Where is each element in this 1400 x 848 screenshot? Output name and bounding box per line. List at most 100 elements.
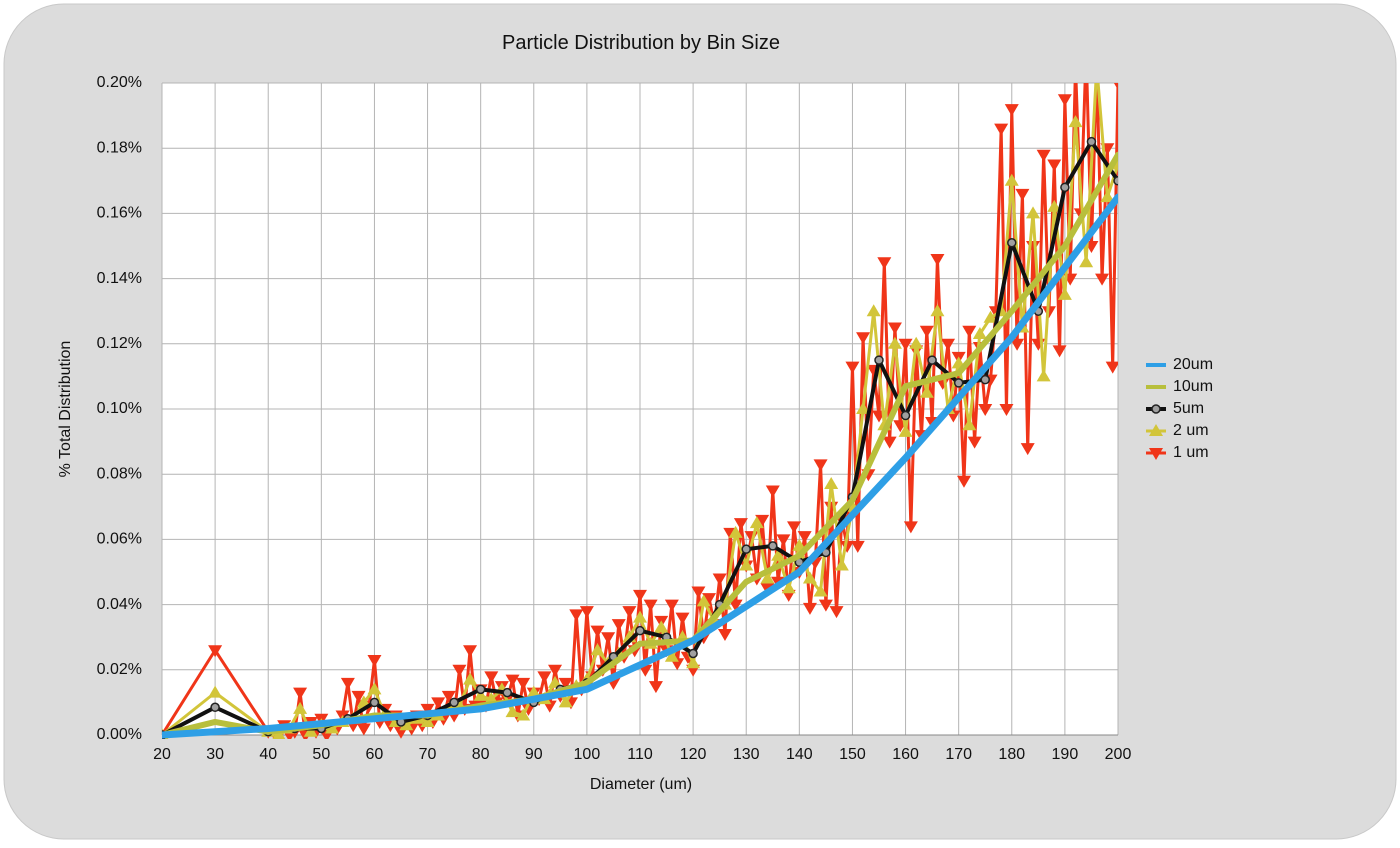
data-point: [516, 708, 531, 721]
data-point: [797, 531, 812, 544]
data-point: [502, 687, 512, 698]
data-point: [420, 703, 435, 716]
x-tick-label: 200: [1105, 746, 1132, 763]
data-point: [548, 664, 563, 677]
data-point: [452, 664, 467, 677]
x-tick-label: 120: [680, 746, 707, 763]
data-point: [558, 695, 573, 708]
data-point: [768, 541, 778, 551]
data-point: [930, 304, 945, 317]
data-point: [1020, 443, 1035, 456]
legend-label: 20um: [1173, 356, 1213, 373]
data-point: [484, 671, 499, 684]
data-point: [399, 718, 414, 731]
data-point: [1004, 104, 1019, 117]
data-point: [856, 332, 871, 345]
y-tick-label: 0.16%: [97, 205, 142, 222]
data-point: [978, 404, 993, 416]
x-tick-label: 90: [525, 746, 543, 763]
data-point: [903, 521, 918, 534]
x-tick-label: 160: [892, 746, 919, 763]
data-point: [664, 649, 679, 662]
legend-label: 10um: [1173, 378, 1213, 395]
data-point: [293, 687, 308, 700]
chart-title: Particle Distribution by Bin Size: [502, 32, 780, 54]
x-tick-label: 180: [998, 746, 1025, 763]
data-point: [688, 648, 698, 659]
data-point: [210, 702, 220, 713]
legend-item: 1 um: [1146, 444, 1209, 461]
data-point: [874, 355, 884, 365]
data-point: [776, 534, 791, 547]
data-point: [856, 402, 871, 414]
series: [162, 193, 1118, 739]
data-point: [953, 378, 964, 388]
data-point: [475, 684, 486, 695]
legend-item: 2 um: [1146, 422, 1209, 439]
y-tick-label: 0.18%: [97, 139, 142, 156]
data-point: [505, 705, 520, 718]
y-tick-label: 0.00%: [97, 726, 142, 743]
x-tick-label: 130: [733, 746, 760, 763]
data-point: [1047, 159, 1062, 172]
data-point: [356, 695, 371, 708]
data-point: [866, 304, 881, 317]
y-tick-label: 0.04%: [97, 596, 142, 613]
data-point: [622, 606, 637, 619]
data-point: [1086, 136, 1097, 147]
data-point: [941, 338, 956, 351]
data-point: [962, 418, 977, 431]
data-point: [834, 558, 849, 571]
data-point: [919, 325, 934, 338]
data-point: [686, 656, 701, 669]
data-point: [882, 436, 897, 449]
data-point: [1052, 345, 1067, 358]
data-point: [558, 677, 573, 690]
data-point: [1068, 115, 1083, 128]
data-point: [787, 521, 802, 534]
data-point: [1060, 182, 1070, 193]
x-tick-label: 30: [206, 746, 224, 763]
data-point: [994, 123, 1009, 136]
data-point: [898, 424, 913, 437]
data-point: [999, 404, 1014, 416]
data-point: [590, 625, 605, 638]
data-point: [579, 606, 594, 619]
data-point: [829, 606, 844, 619]
data-point: [877, 257, 892, 270]
data-point: [887, 336, 902, 349]
data-point: [691, 586, 706, 599]
data-point: [956, 475, 971, 488]
data-point: [1113, 83, 1118, 90]
data-point: [824, 476, 839, 489]
legend-item: 20um: [1146, 356, 1213, 373]
data-point: [675, 612, 690, 625]
data-point: [980, 374, 990, 385]
data-point: [654, 620, 669, 633]
x-tick-label: 40: [259, 746, 277, 763]
data-point: [1151, 404, 1161, 414]
data-point: [505, 674, 520, 687]
x-tick-label: 140: [786, 746, 813, 763]
data-point: [696, 594, 711, 607]
data-point: [930, 254, 945, 267]
data-point: [1057, 94, 1072, 107]
data-point: [351, 690, 366, 703]
data-point: [702, 593, 717, 606]
data-point: [962, 325, 977, 338]
data-point: [303, 724, 318, 737]
x-tick-label: 170: [945, 746, 972, 763]
x-tick-label: 80: [472, 746, 490, 763]
data-point: [643, 599, 658, 612]
series-line: [162, 193, 1118, 739]
data-point: [741, 544, 751, 554]
x-tick-label: 110: [627, 746, 653, 763]
data-point: [537, 671, 552, 684]
data-point: [1026, 206, 1041, 219]
data-point: [590, 643, 605, 656]
data-point: [919, 385, 934, 398]
data-point: [441, 690, 456, 703]
data-point: [927, 355, 937, 365]
